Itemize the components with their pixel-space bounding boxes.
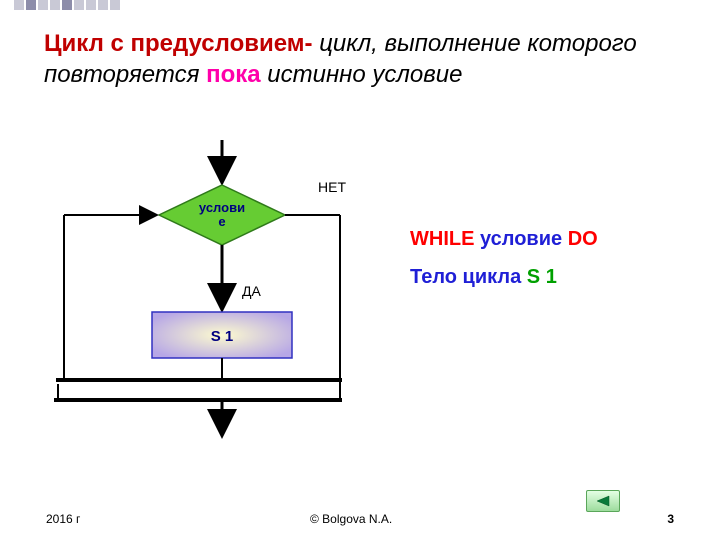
- code-body-label: Тело цикла: [410, 266, 521, 288]
- slide-title: Цикл с предусловием- цикл, выполнение ко…: [44, 28, 690, 90]
- pseudocode: WHILE условие DO Тело цикла S 1: [410, 220, 598, 296]
- code-line-1: WHILE условие DO: [410, 220, 598, 258]
- edge-label-yes: ДА: [242, 283, 261, 299]
- flowchart: услови е НЕТ ДА S 1: [50, 140, 370, 460]
- code-condition: условие: [480, 228, 562, 250]
- edge-label-no: НЕТ: [318, 179, 346, 195]
- node-condition-label-2: е: [218, 214, 225, 229]
- footer-copyright: © Bolgova N.A.: [310, 512, 392, 526]
- keyword-do: DO: [568, 228, 598, 250]
- title-term: Цикл с предусловием-: [44, 30, 313, 57]
- prev-slide-button[interactable]: [586, 490, 620, 512]
- node-body-label: S 1: [211, 328, 234, 345]
- triangle-left-icon: [595, 495, 611, 507]
- code-s1: S 1: [527, 266, 557, 288]
- title-text-2: истинно условие: [261, 61, 463, 88]
- title-keyword: пока: [206, 61, 261, 88]
- corner-decoration: [14, 0, 120, 10]
- footer-year: 2016 г: [46, 512, 80, 526]
- footer-page-number: 3: [667, 512, 674, 526]
- code-line-2: Тело цикла S 1: [410, 258, 598, 296]
- node-condition-label-1: услови: [199, 200, 245, 215]
- keyword-while: WHILE: [410, 228, 474, 250]
